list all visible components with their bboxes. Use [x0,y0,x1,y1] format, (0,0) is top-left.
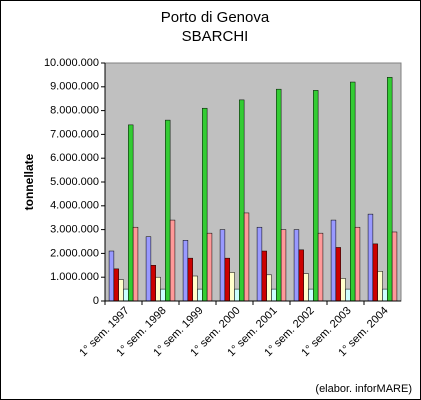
bar [308,288,314,302]
bar [330,219,337,302]
bar [377,271,383,302]
bar [345,288,351,302]
bar [372,243,378,302]
bar [113,268,119,302]
y-tick-label: 8.000.000 [50,105,99,117]
bar [298,249,304,302]
bar [206,232,213,302]
bar [271,288,277,302]
bar [354,226,361,302]
bar [160,288,166,302]
bar [313,90,319,302]
bar [243,212,250,302]
bar [293,229,300,302]
bar [239,99,245,302]
y-tick-label: 10.000.000 [44,57,99,69]
bar [118,279,124,302]
y-tick-label: 4.000.000 [50,200,99,212]
bar [303,273,309,302]
bar [387,77,393,302]
bar [132,226,139,302]
bar [182,240,189,302]
bar [224,257,230,302]
bar [234,288,240,302]
bar [280,229,287,302]
y-tick-label: 2.000.000 [50,247,99,259]
bar [340,278,346,302]
bar [256,226,263,302]
bar [165,119,171,302]
y-tick-label: 0 [93,295,99,307]
bar [155,276,161,302]
bar [192,275,198,302]
y-axis-label: tonnellate [22,153,36,210]
bar [145,236,152,302]
chart-subtitle: SBARCHI [182,28,249,45]
bar [367,213,374,302]
bar [202,107,208,302]
y-tick-label: 3.000.000 [50,224,99,236]
y-tick-label: 1.000.000 [50,271,99,283]
bar [266,274,272,302]
bar [128,124,134,302]
y-tick-label: 7.000.000 [50,128,99,140]
bar [150,265,156,302]
bar [382,288,388,302]
y-tick-label: 6.000.000 [50,152,99,164]
bar [335,247,341,302]
bar [317,232,324,302]
y-tick-label: 9.000.000 [50,81,99,93]
bar [187,257,193,302]
bar [219,229,226,302]
chart-title: Porto di Genova [161,9,270,26]
bar [261,250,267,302]
bar [229,272,235,302]
y-tick-label: 5.000.000 [50,176,99,188]
bar [123,288,129,302]
bar [276,88,282,302]
annotation: (elabor. inforMARE) [315,383,412,395]
bar [108,250,115,302]
bar [197,288,203,302]
bar [391,231,398,302]
bar [350,81,356,302]
bar [169,219,176,302]
